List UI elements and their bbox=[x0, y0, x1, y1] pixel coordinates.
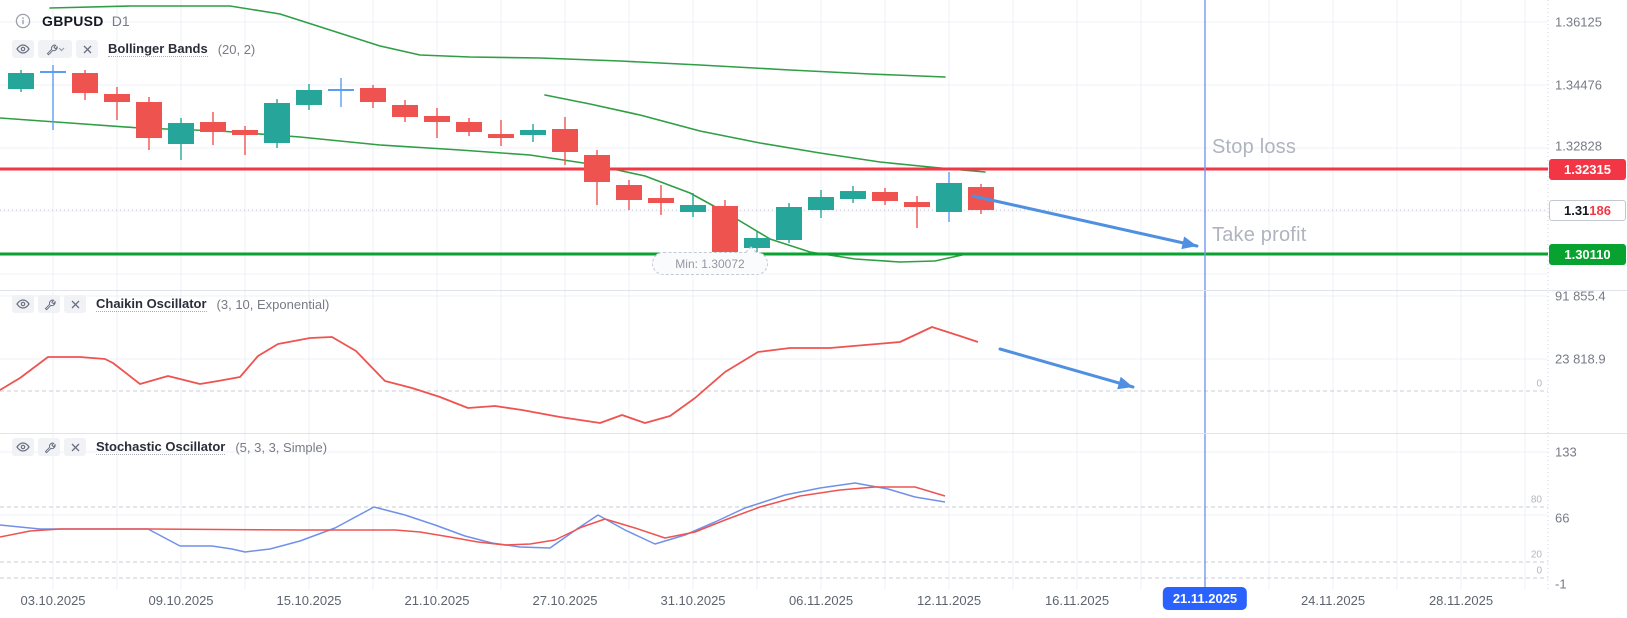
date-label[interactable]: 12.11.2025 bbox=[916, 593, 982, 608]
date-label-selected[interactable]: 21.11.2025 bbox=[1162, 587, 1248, 610]
price-axis-label: 91 855.4 bbox=[1555, 288, 1606, 304]
min-price-text: Min: 1.30072 bbox=[675, 256, 745, 271]
symbol-name[interactable]: GBPUSD bbox=[42, 13, 104, 29]
date-label[interactable]: 31.10.2025 bbox=[660, 593, 726, 608]
price-axis-label: 133 bbox=[1555, 444, 1577, 460]
settings-wrench-icon[interactable] bbox=[38, 40, 72, 58]
indicator-legend-stochastic: Stochastic Oscillator (5, 3, 3, Simple) bbox=[12, 438, 327, 456]
indicator-title[interactable]: Chaikin Oscillator bbox=[96, 296, 207, 312]
indicator-params: (20, 2) bbox=[217, 41, 256, 57]
timeframe-label[interactable]: D1 bbox=[111, 13, 130, 29]
level-label: 20 bbox=[1530, 549, 1542, 561]
level-label: 0 bbox=[1536, 565, 1542, 577]
date-label[interactable]: 16.11.2025 bbox=[1044, 593, 1110, 608]
take-profit-price: 1.30110 bbox=[1564, 246, 1611, 262]
close-icon[interactable] bbox=[76, 40, 98, 58]
indicator-params: (5, 3, 3, Simple) bbox=[235, 439, 328, 455]
price-axis-label: 1.32828 bbox=[1555, 138, 1602, 154]
stop-loss-price-badge[interactable]: 1.32315 bbox=[1549, 158, 1626, 180]
time-axis[interactable]: 03.10.2025 09.10.2025 15.10.2025 21.10.2025… bbox=[0, 587, 1627, 618]
last-price-main: 1.31 bbox=[1563, 202, 1590, 218]
close-icon[interactable] bbox=[64, 438, 86, 456]
indicator-title[interactable]: Bollinger Bands bbox=[108, 41, 208, 57]
panel-separator[interactable] bbox=[0, 290, 1627, 291]
eye-icon[interactable] bbox=[12, 40, 34, 58]
settings-wrench-icon[interactable] bbox=[38, 295, 60, 313]
indicator-title[interactable]: Stochastic Oscillator bbox=[96, 439, 226, 455]
level-label: 0 bbox=[1536, 378, 1542, 390]
indicator-params: (3, 10, Exponential) bbox=[216, 296, 330, 312]
price-axis-label: -1 bbox=[1555, 576, 1567, 592]
close-icon[interactable] bbox=[64, 295, 86, 313]
symbol-header: GBPUSD D1 bbox=[12, 12, 130, 30]
date-label[interactable]: 21.10.2025 bbox=[404, 593, 470, 608]
info-icon[interactable] bbox=[12, 12, 34, 30]
last-price-ticks: 186 bbox=[1589, 202, 1611, 218]
date-label[interactable]: 09.10.2025 bbox=[148, 593, 214, 608]
settings-wrench-icon[interactable] bbox=[38, 438, 60, 456]
indicator-legend-chaikin: Chaikin Oscillator (3, 10, Exponential) bbox=[12, 295, 329, 313]
date-label[interactable]: 28.11.2025 bbox=[1428, 593, 1494, 608]
eye-icon[interactable] bbox=[12, 295, 34, 313]
stop-loss-price: 1.32315 bbox=[1564, 161, 1611, 177]
stop-loss-label[interactable]: Stop loss bbox=[1212, 136, 1297, 158]
panel-separator[interactable] bbox=[0, 433, 1627, 434]
date-label[interactable]: 15.10.2025 bbox=[276, 593, 342, 608]
take-profit-label[interactable]: Take profit bbox=[1212, 224, 1307, 246]
chevron-down-icon bbox=[58, 47, 65, 51]
price-axis-label: 1.34476 bbox=[1555, 77, 1602, 93]
take-profit-price-badge[interactable]: 1.30110 bbox=[1549, 243, 1626, 265]
date-label[interactable]: 24.11.2025 bbox=[1300, 593, 1366, 608]
price-axis-label: 1.36125 bbox=[1555, 14, 1602, 30]
level-label: 80 bbox=[1530, 494, 1542, 506]
last-price-badge: 1.31 186 bbox=[1549, 199, 1626, 221]
min-price-tooltip: Min: 1.30072 bbox=[652, 246, 768, 275]
price-axis-label: 23 818.9 bbox=[1555, 351, 1606, 367]
eye-icon[interactable] bbox=[12, 438, 34, 456]
date-label[interactable]: 27.10.2025 bbox=[532, 593, 598, 608]
date-label[interactable]: 03.10.2025 bbox=[20, 593, 86, 608]
date-label[interactable]: 06.11.2025 bbox=[788, 593, 854, 608]
indicator-legend-bollinger: Bollinger Bands (20, 2) bbox=[12, 40, 255, 58]
price-axis-label: 66 bbox=[1555, 510, 1570, 526]
